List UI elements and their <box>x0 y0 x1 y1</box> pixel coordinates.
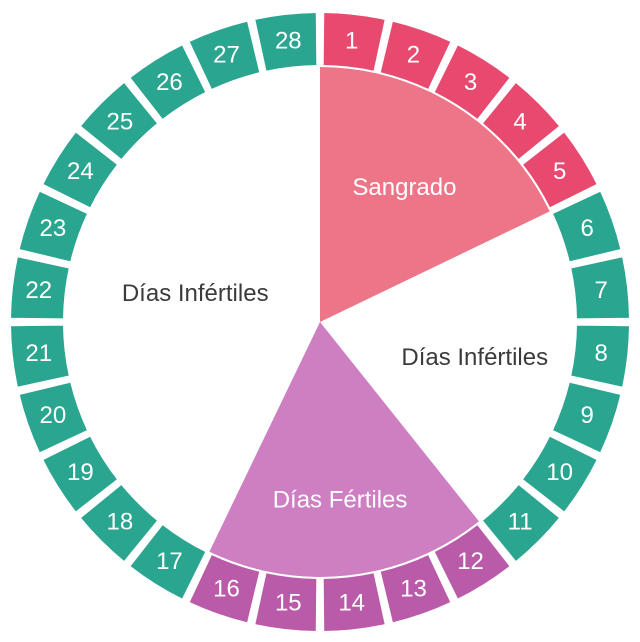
day-label-26: 26 <box>156 69 183 96</box>
day-label-18: 18 <box>107 509 134 536</box>
day-label-23: 23 <box>40 215 67 242</box>
day-label-7: 7 <box>595 277 608 304</box>
day-label-21: 21 <box>25 340 52 367</box>
day-label-2: 2 <box>407 41 420 68</box>
phase-label-sangrado: Sangrado <box>352 174 456 201</box>
day-label-25: 25 <box>107 108 134 135</box>
phase-label-infertil_2: Días Infértiles <box>122 280 269 307</box>
day-label-16: 16 <box>213 576 240 603</box>
day-label-6: 6 <box>580 215 593 242</box>
menstrual-cycle-diagram: 1234567891011121314151617181920212223242… <box>0 0 640 642</box>
day-label-9: 9 <box>580 402 593 429</box>
day-label-20: 20 <box>40 402 67 429</box>
day-label-10: 10 <box>546 459 573 486</box>
day-label-13: 13 <box>400 576 427 603</box>
day-label-3: 3 <box>464 69 477 96</box>
day-label-19: 19 <box>67 459 94 486</box>
day-label-15: 15 <box>275 590 302 617</box>
day-label-22: 22 <box>25 277 52 304</box>
day-label-28: 28 <box>275 27 302 54</box>
phase-label-infertil_1: Días Infértiles <box>401 344 548 371</box>
day-label-12: 12 <box>457 548 484 575</box>
day-label-14: 14 <box>338 590 365 617</box>
day-label-24: 24 <box>67 158 94 185</box>
day-label-4: 4 <box>513 108 526 135</box>
day-label-27: 27 <box>213 41 240 68</box>
day-label-8: 8 <box>595 340 608 367</box>
day-label-5: 5 <box>553 158 566 185</box>
day-label-11: 11 <box>508 509 533 536</box>
day-label-1: 1 <box>345 27 358 54</box>
phase-label-fertiles: Días Fértiles <box>273 487 408 514</box>
day-label-17: 17 <box>156 548 183 575</box>
